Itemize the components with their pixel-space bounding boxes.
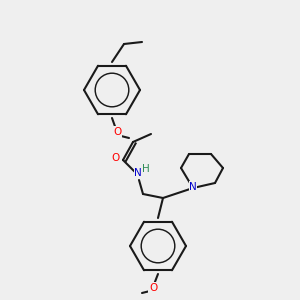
Text: O: O [112,153,120,163]
Text: O: O [149,283,157,293]
Text: H: H [142,164,150,174]
Text: O: O [113,127,121,137]
Text: N: N [134,168,142,178]
Text: N: N [189,182,197,192]
